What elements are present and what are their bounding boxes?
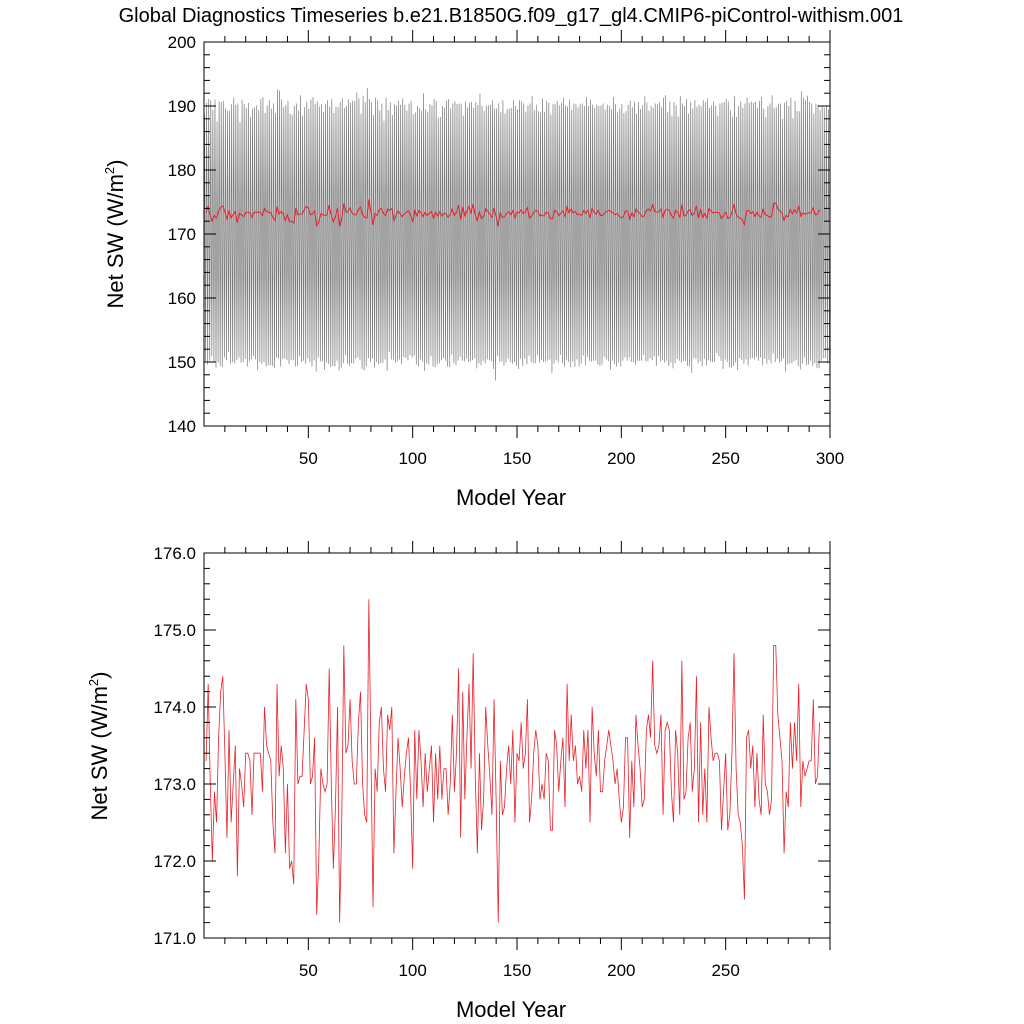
x-tick-label: 300 bbox=[816, 449, 844, 468]
y-tick-label: 174.0 bbox=[153, 698, 196, 717]
x-tick-label: 250 bbox=[711, 449, 739, 468]
y-tick-label: 200 bbox=[168, 33, 196, 52]
tick-marks-bottom bbox=[204, 541, 831, 950]
x-axis-label-bottom: Model Year bbox=[456, 997, 566, 1022]
plot-frame-bottom bbox=[203, 552, 831, 939]
y-tick-label: 175.0 bbox=[153, 621, 196, 640]
x-tick-label: 200 bbox=[607, 961, 635, 980]
series-annual-mean-line bbox=[205, 599, 820, 923]
x-tick-label: 100 bbox=[398, 961, 426, 980]
y-axis-label-top-superscript: 2 bbox=[102, 167, 117, 174]
x-tick-label: 150 bbox=[503, 961, 531, 980]
y-axis-label-bottom-main: Net SW (W/m bbox=[87, 686, 112, 820]
plot-area-top bbox=[204, 88, 830, 381]
y-tick-label: 190 bbox=[168, 97, 196, 116]
plot-area-bottom bbox=[205, 599, 820, 923]
figure-title: Global Diagnostics Timeseries b.e21.B185… bbox=[119, 5, 904, 27]
x-tick-label: 250 bbox=[711, 961, 739, 980]
y-axis-label-top-main: Net SW (W/m bbox=[103, 174, 128, 308]
y-tick-label: 180 bbox=[168, 161, 196, 180]
x-tick-label: 200 bbox=[607, 449, 635, 468]
x-tick-label: 100 bbox=[398, 449, 426, 468]
chart-panel-top: 140 150 160 170 180 190 200 50 100 150 200 250 300 M… bbox=[102, 30, 844, 510]
tick-labels-bottom: 171.0 172.0 173.0 174.0 175.0 176.0 50 100 150 20… bbox=[153, 544, 739, 980]
x-tick-label: 50 bbox=[299, 449, 318, 468]
chart-panel-bottom: 171.0 172.0 173.0 174.0 175.0 176.0 50 100 150 20… bbox=[86, 541, 831, 1022]
x-axis-label-top: Model Year bbox=[456, 485, 566, 510]
y-tick-label: 171.0 bbox=[153, 929, 196, 948]
tick-marks-top bbox=[204, 30, 831, 438]
x-tick-label: 50 bbox=[299, 961, 318, 980]
y-axis-label-bottom-superscript: 2 bbox=[86, 679, 101, 686]
series-monthly-line bbox=[204, 88, 830, 381]
tick-labels-top: 140 150 160 170 180 190 200 50 100 150 200 250 300 bbox=[168, 33, 845, 468]
y-tick-label: 173.0 bbox=[153, 775, 196, 794]
x-tick-label: 150 bbox=[503, 449, 531, 468]
y-axis-label-top-end: ) bbox=[103, 160, 128, 167]
y-tick-label: 150 bbox=[168, 353, 196, 372]
series-annual-mean-line bbox=[205, 199, 821, 228]
y-tick-label: 140 bbox=[168, 417, 196, 436]
y-axis-label-bottom: Net SW (W/m2) bbox=[86, 672, 112, 821]
y-tick-label: 160 bbox=[168, 289, 196, 308]
y-tick-label: 176.0 bbox=[153, 544, 196, 563]
y-tick-label: 170 bbox=[168, 225, 196, 244]
y-axis-label-bottom-end: ) bbox=[87, 672, 112, 679]
y-tick-label: 172.0 bbox=[153, 852, 196, 871]
y-axis-label-top: Net SW (W/m2) bbox=[102, 160, 128, 309]
